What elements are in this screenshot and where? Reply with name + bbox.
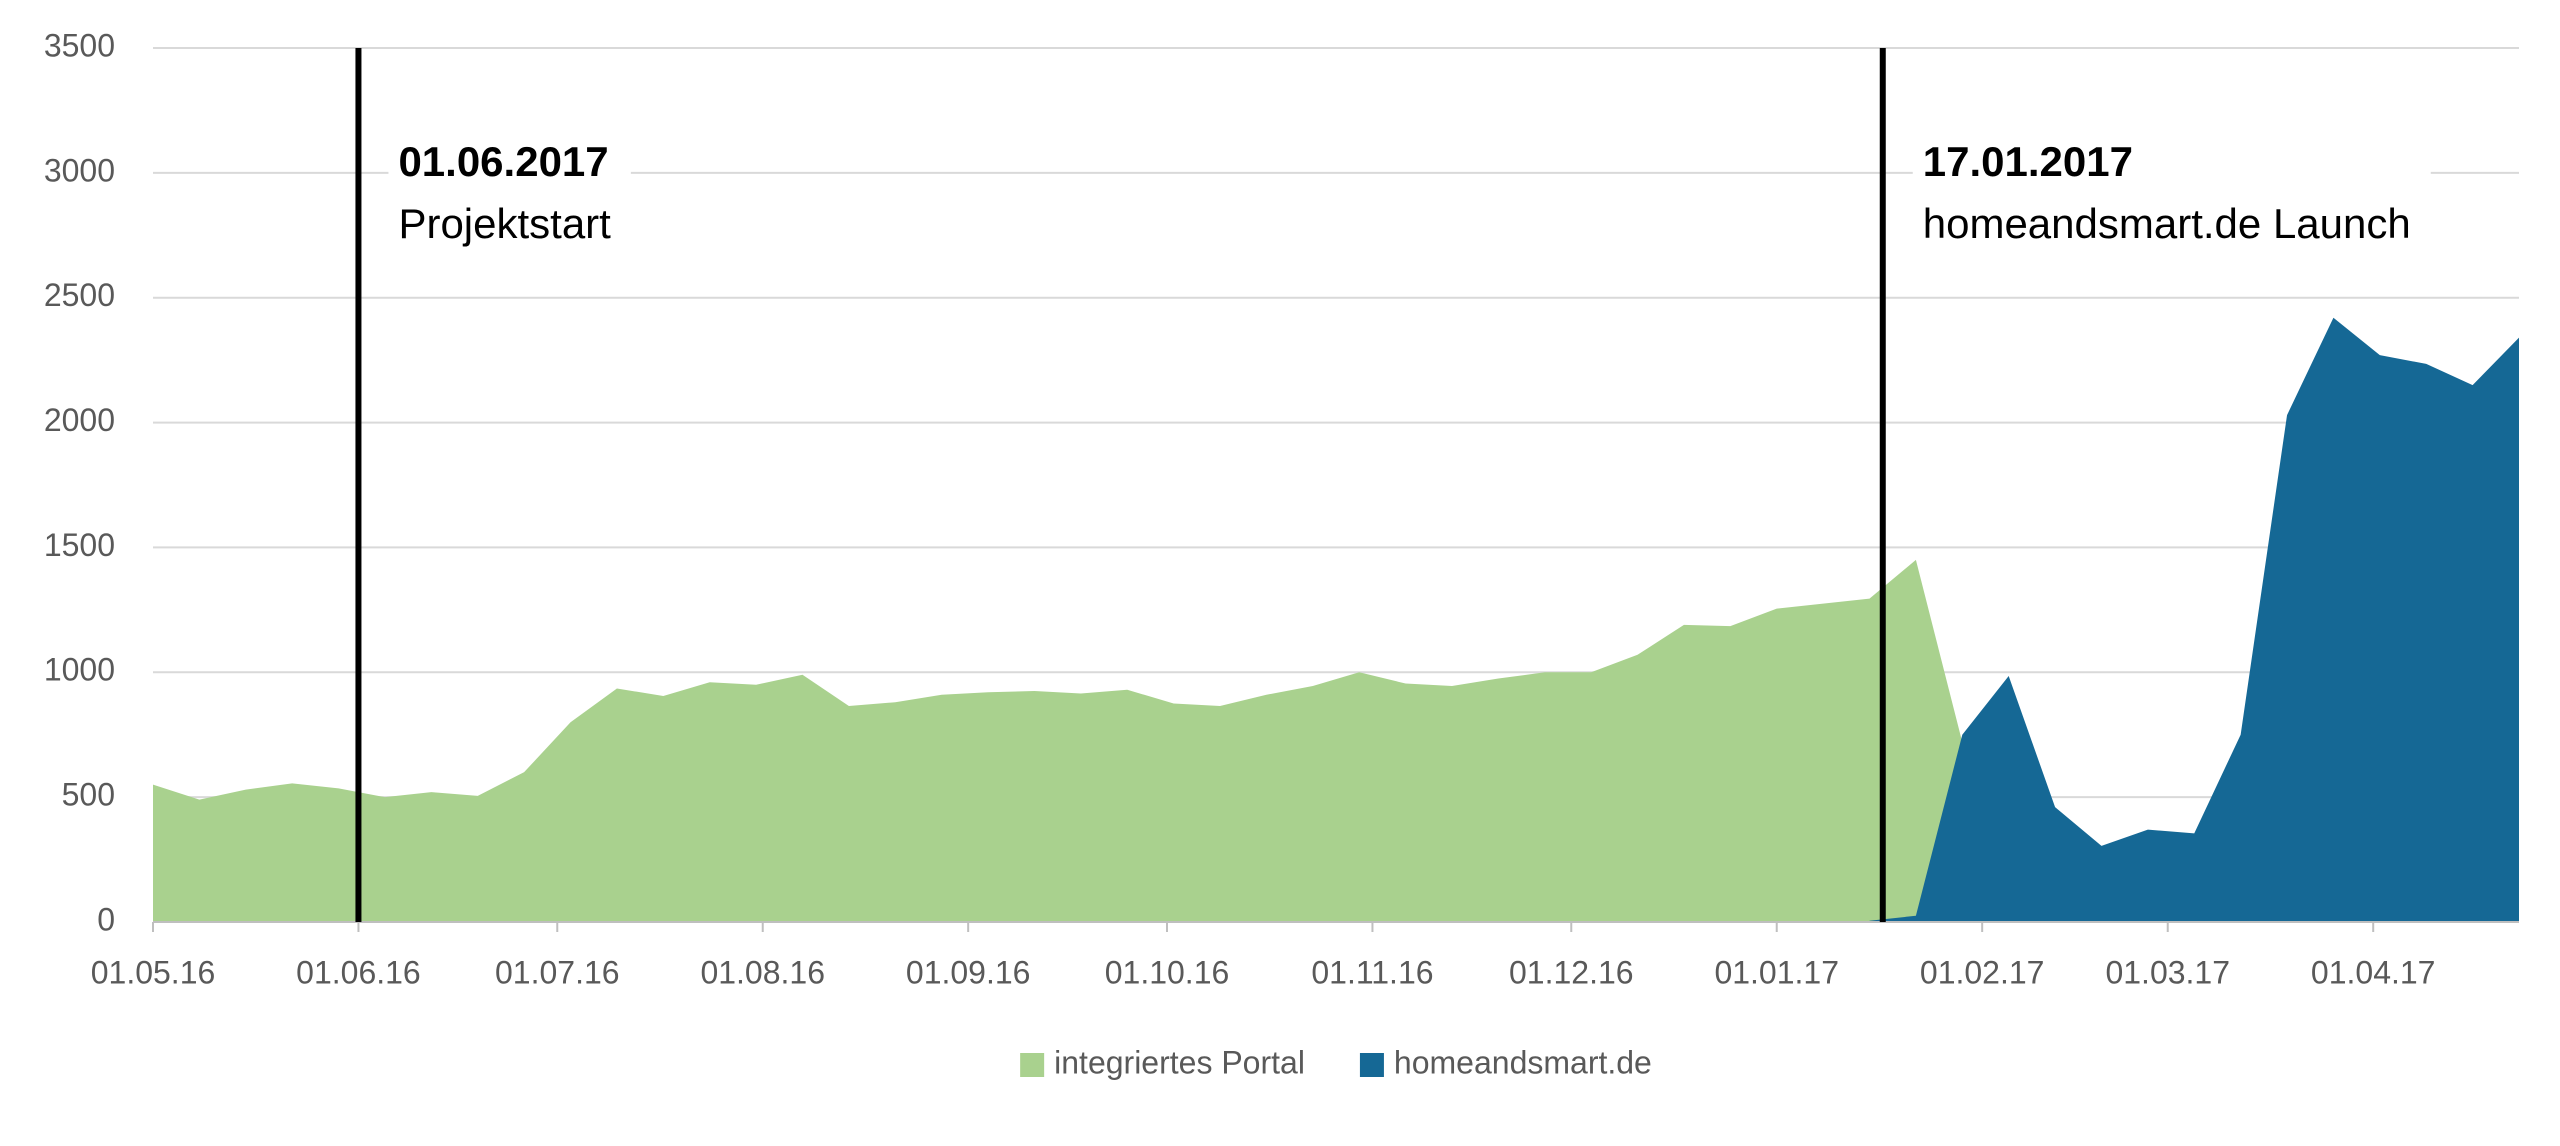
y-tick-label: 2000 xyxy=(44,402,115,438)
x-tick-label: 01.07.16 xyxy=(495,954,620,990)
y-tick-label: 500 xyxy=(62,777,115,813)
x-tick-label: 01.10.16 xyxy=(1105,954,1230,990)
x-tick-label: 01.08.16 xyxy=(700,954,825,990)
x-tick-label: 01.05.16 xyxy=(91,954,216,990)
annotation-text: homeandsmart.de Launch xyxy=(1923,200,2411,247)
annotation-date: 01.06.2017 xyxy=(398,138,608,185)
x-tick-label: 01.12.16 xyxy=(1509,954,1634,990)
x-tick-label: 01.03.17 xyxy=(2105,954,2230,990)
y-tick-label: 2500 xyxy=(44,277,115,313)
area xyxy=(153,559,2519,922)
y-tick-label: 1000 xyxy=(44,652,115,688)
legend: integriertes Portal homeandsmart.de xyxy=(1020,1044,1652,1080)
x-tick-label: 01.06.16 xyxy=(296,954,421,990)
x-tick-label: 01.02.17 xyxy=(1920,954,2045,990)
x-tick-label: 01.01.17 xyxy=(1714,954,1839,990)
legend-swatch xyxy=(1359,1053,1384,1077)
legend-label: homeandsmart.de xyxy=(1394,1044,1652,1080)
x-tick-label: 01.04.17 xyxy=(2311,954,2436,990)
area xyxy=(1869,317,2519,923)
annotation: 17.01.2017 homeandsmart.de Launch xyxy=(1912,130,2431,260)
y-tick-label: 1500 xyxy=(44,527,115,563)
annotation: 01.06.2017 Projektstart xyxy=(388,130,631,260)
annotation-background xyxy=(388,130,631,260)
x-tick-label: 01.09.16 xyxy=(906,954,1031,990)
x-tick-label: 01.11.16 xyxy=(1311,954,1433,990)
annotation-background xyxy=(1912,130,2431,260)
y-tick-label: 3000 xyxy=(44,152,115,188)
legend-label: integriertes Portal xyxy=(1054,1044,1305,1080)
annotation-text: Projektstart xyxy=(398,200,611,247)
annotation-date: 17.01.2017 xyxy=(1923,138,2133,185)
legend-swatch xyxy=(1020,1053,1045,1077)
y-tick-label: 0 xyxy=(97,901,115,937)
y-tick-label: 3500 xyxy=(44,27,115,63)
